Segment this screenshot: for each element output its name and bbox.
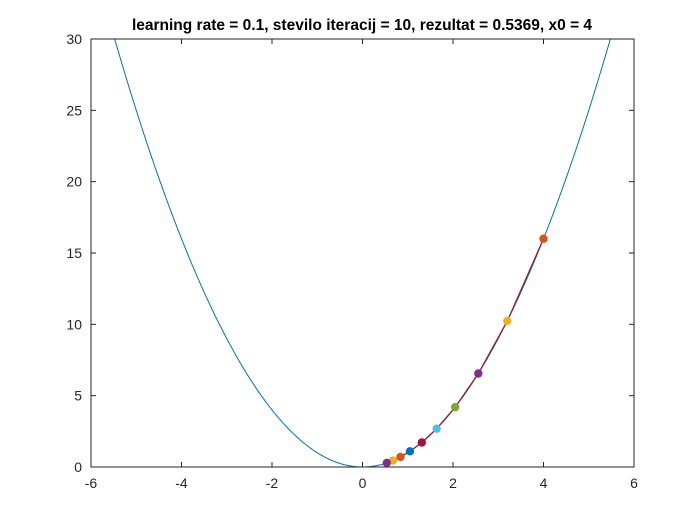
- iteration-point: [432, 424, 441, 433]
- iteration-point: [503, 316, 512, 326]
- y-tick-label: 5: [74, 388, 82, 404]
- y-tick-label: 25: [66, 102, 82, 118]
- y-tick-label: 0: [74, 459, 82, 475]
- iteration-point: [450, 402, 460, 412]
- y-tick-label: 20: [66, 174, 82, 190]
- iteration-point: [539, 234, 548, 243]
- x-axis: -6 -4 -2 0 2 4 6: [85, 39, 638, 491]
- iteration-point: [417, 438, 427, 447]
- chart-title: learning rate = 0.1, stevilo iteracij = …: [132, 17, 592, 34]
- x-tick-label: -4: [175, 475, 188, 491]
- x-tick-label: 0: [359, 475, 367, 491]
- y-tick-label: 10: [66, 316, 82, 332]
- iteration-point: [396, 452, 405, 462]
- iteration-point: [474, 369, 483, 378]
- x-tick-label: 4: [540, 475, 548, 491]
- x-tick-label: 6: [630, 475, 638, 491]
- x-tick-label: -2: [266, 475, 279, 491]
- iteration-point: [382, 458, 391, 468]
- descent-path: [386, 238, 545, 464]
- x-tick-label: -6: [85, 475, 98, 491]
- y-axis: 0 5 10 15 20 25 30: [66, 31, 634, 475]
- iteration-point: [405, 447, 415, 456]
- x-tick-label: 2: [449, 475, 457, 491]
- y-tick-label: 30: [66, 31, 82, 47]
- plot-area: [90, 38, 635, 468]
- y-tick-label: 15: [66, 245, 82, 261]
